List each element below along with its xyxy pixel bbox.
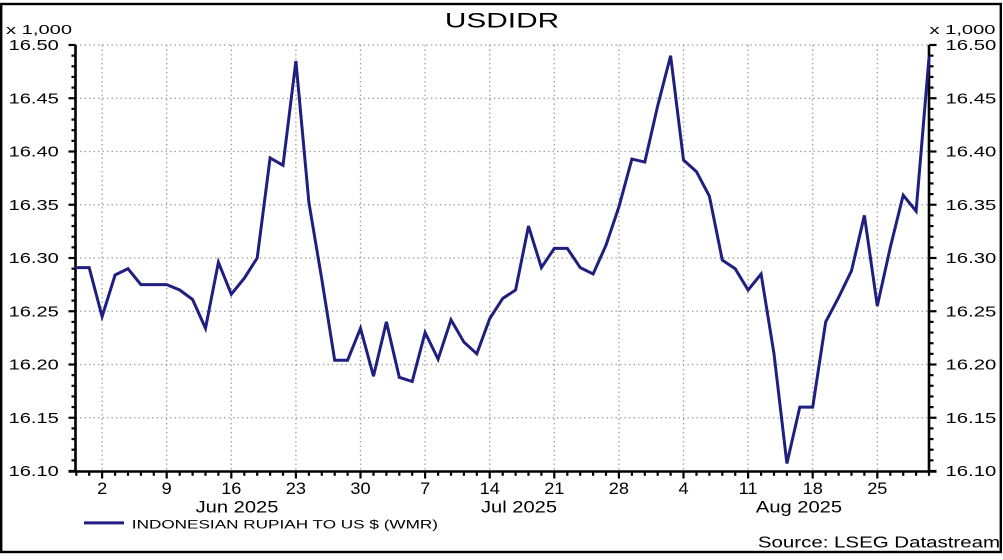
svg-text:16.15: 16.15 [9,410,59,426]
svg-text:Jun 2025: Jun 2025 [196,497,279,516]
svg-text:16.25: 16.25 [946,303,997,319]
svg-text:Source: LSEG Datastream: Source: LSEG Datastream [758,534,1000,551]
svg-text:16.20: 16.20 [946,357,997,373]
svg-text:2: 2 [97,479,107,498]
svg-text:16.40: 16.40 [946,144,997,160]
svg-text:18: 18 [803,479,823,498]
svg-text:16.50: 16.50 [9,37,59,53]
svg-text:21: 21 [544,479,564,498]
svg-text:16: 16 [221,479,241,498]
svg-text:16.20: 16.20 [9,357,59,373]
svg-text:x 1,000: x 1,000 [929,22,995,37]
svg-text:16.10: 16.10 [946,463,997,479]
svg-text:16.30: 16.30 [946,250,997,266]
svg-text:23: 23 [286,479,306,498]
svg-text:16.45: 16.45 [946,90,997,106]
svg-text:16.10: 16.10 [9,463,59,479]
svg-text:Aug 2025: Aug 2025 [756,497,842,516]
svg-text:Jul 2025: Jul 2025 [481,497,557,516]
svg-text:28: 28 [609,479,629,498]
svg-text:16.40: 16.40 [9,144,59,160]
svg-text:16.30: 16.30 [9,250,59,266]
svg-text:30: 30 [350,479,370,498]
svg-text:25: 25 [867,479,887,498]
svg-text:16.35: 16.35 [9,197,59,213]
svg-text:9: 9 [162,479,172,498]
svg-text:16.35: 16.35 [946,197,997,213]
svg-text:16.45: 16.45 [9,90,59,106]
svg-text:7: 7 [420,479,430,498]
svg-text:4: 4 [678,479,688,498]
svg-text:USDIDR: USDIDR [445,10,559,33]
svg-text:INDONESIAN RUPIAH TO US $ (WMR: INDONESIAN RUPIAH TO US $ (WMR) [132,519,438,532]
svg-text:16.15: 16.15 [946,410,997,426]
svg-text:11: 11 [739,479,758,498]
svg-text:16.25: 16.25 [9,303,59,319]
svg-text:x 1,000: x 1,000 [6,22,72,37]
svg-text:16.50: 16.50 [946,37,997,53]
svg-text:14: 14 [480,479,501,498]
